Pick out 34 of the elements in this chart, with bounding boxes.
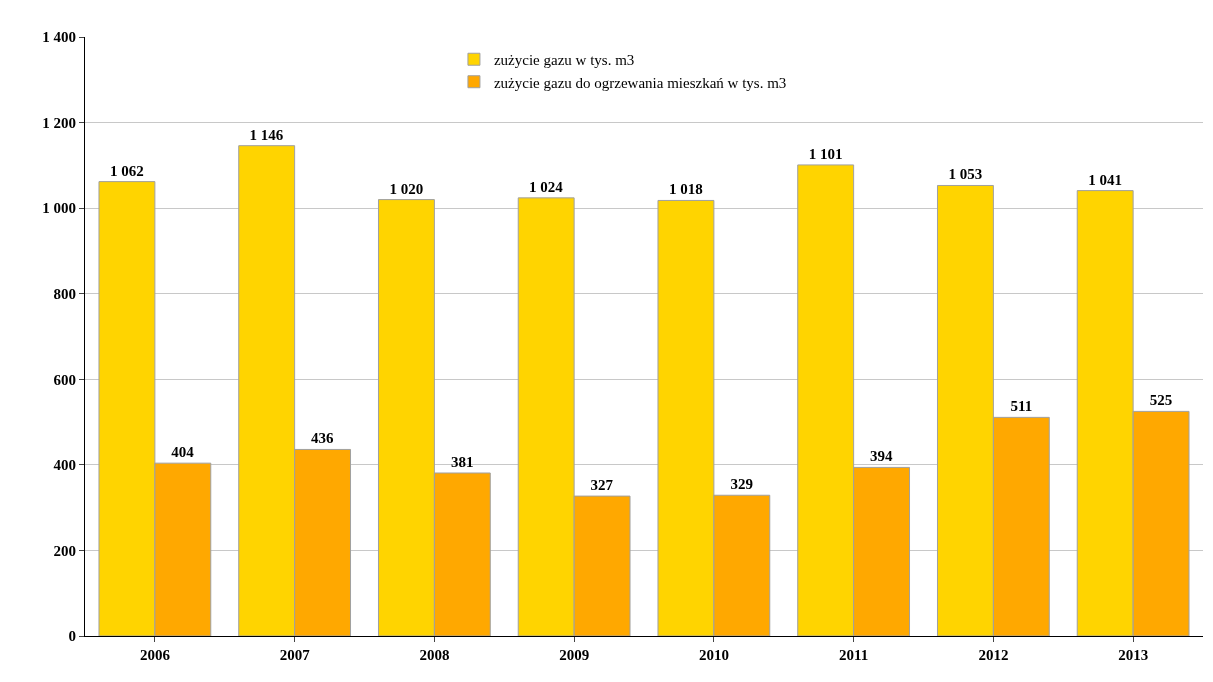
data-label: 1 146	[249, 126, 284, 143]
y-tick-label: 200	[53, 542, 76, 559]
data-label: 511	[1010, 398, 1033, 415]
data-label: 329	[730, 476, 754, 493]
legend-label: zużycie gazu w tys. m3	[493, 52, 635, 69]
x-tick-label: 2012	[978, 647, 1009, 663]
data-label: 327	[590, 477, 614, 494]
x-tick-label: 2006	[139, 647, 171, 663]
y-tick-label: 1 200	[42, 114, 76, 131]
data-label: 525	[1149, 392, 1173, 409]
data-label: 1 041	[1088, 171, 1123, 188]
data-label: 381	[451, 453, 474, 470]
x-tick-label: 2010	[698, 647, 729, 663]
y-tick-label: 800	[53, 285, 76, 302]
x-tick-label: 2013	[1118, 647, 1149, 663]
data-label: 1 062	[110, 162, 144, 179]
y-tick-label: 1 000	[42, 200, 76, 217]
data-label: 1 101	[808, 145, 843, 162]
y-tick-label: 600	[53, 371, 76, 388]
data-label: 1 024	[529, 178, 564, 195]
x-tick-label: 2008	[419, 647, 450, 663]
x-tick-label: 2009	[559, 647, 590, 663]
data-label: 436	[311, 430, 335, 447]
data-label: 394	[870, 448, 894, 465]
data-label: 1 020	[389, 180, 424, 197]
x-tick-label: 2011	[839, 647, 869, 663]
y-tick-label: 400	[53, 457, 76, 474]
data-label: 404	[171, 444, 195, 461]
y-tick-label: 0	[68, 628, 76, 645]
legend-label: zużycie gazu do ogrzewania mieszkań w tys. m3	[493, 74, 787, 91]
data-label: 1 018	[669, 181, 703, 198]
data-label: 1 053	[948, 166, 983, 183]
x-tick-label: 2007	[279, 647, 311, 663]
y-tick-label: 1 400	[42, 29, 76, 46]
